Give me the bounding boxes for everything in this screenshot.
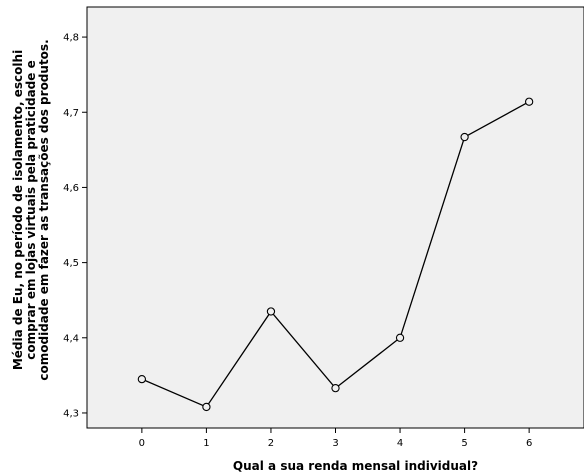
- x-tick-label: 3: [332, 438, 338, 449]
- y-tick-label: 4,8: [63, 33, 79, 44]
- x-tick-label: 2: [268, 438, 274, 449]
- y-axis-title-line: comprar em lojas virtuais pela praticida…: [24, 60, 38, 359]
- data-point: [137, 374, 147, 384]
- y-axis-title: Média de Eu, no período de isolamento, e…: [11, 39, 51, 380]
- x-tick-label: 0: [139, 438, 145, 449]
- y-axis-title-line: Média de Eu, no período de isolamento, e…: [11, 50, 25, 370]
- y-axis: 4,3 4,4 4,5 4,6 4,7 4,8: [63, 33, 87, 419]
- y-axis-title-line: comodidade em fazer as transações dos pr…: [37, 39, 51, 380]
- y-tick-label: 4,6: [63, 183, 79, 194]
- data-point: [460, 132, 469, 142]
- y-tick-label: 4,7: [63, 108, 79, 119]
- x-axis-title: Qual a sua renda mensal individual?: [233, 459, 478, 473]
- x-axis: 0 1 2 3 4 5 6: [139, 428, 532, 449]
- x-tick-label: 5: [461, 438, 467, 449]
- data-point: [202, 402, 211, 412]
- x-tick-label: 1: [203, 438, 209, 449]
- y-tick-label: 4,5: [63, 258, 79, 269]
- y-tick-label: 4,4: [63, 333, 79, 344]
- data-point: [395, 333, 405, 342]
- series-layer: [137, 97, 534, 412]
- data-point: [524, 97, 534, 106]
- plot-area: [86, 6, 584, 429]
- data-point: [266, 307, 276, 316]
- y-tick-label: 4,3: [63, 408, 79, 419]
- data-point: [331, 384, 340, 393]
- x-tick-label: 4: [397, 438, 403, 449]
- x-tick-label: 6: [526, 438, 532, 449]
